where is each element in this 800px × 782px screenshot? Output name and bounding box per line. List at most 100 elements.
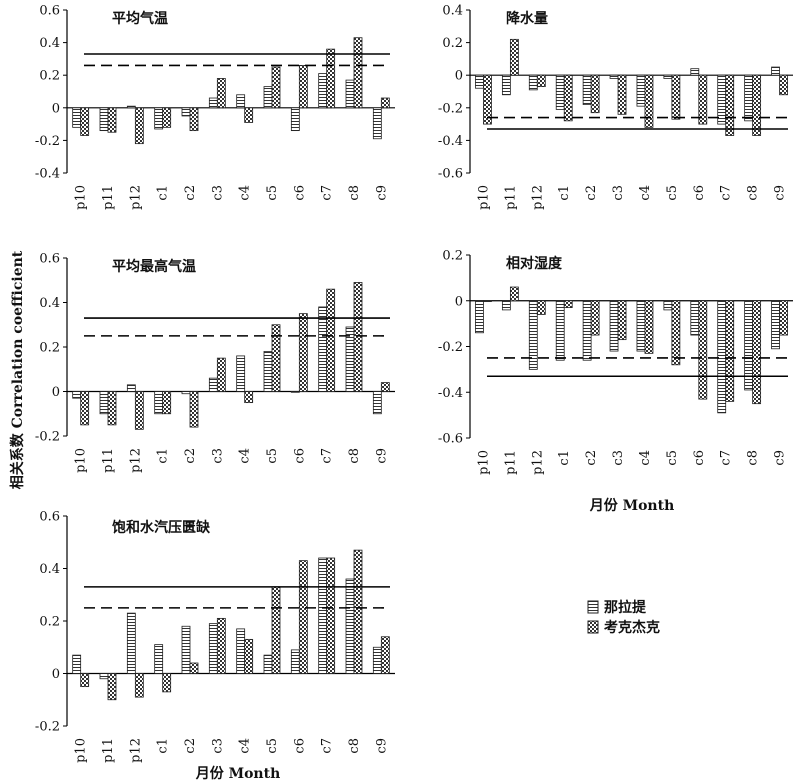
chart-panel-5: -0.2 0 0.2 0.4 0.6 p10 p11 p12 c1 c2 c3 c4 c5 c6 c7 c8 c… bbox=[35, 510, 395, 763]
bar-nalati-c5 bbox=[663, 74, 673, 79]
bar-nalati-p12 bbox=[528, 74, 538, 91]
panel-title: 平均最高气温 bbox=[112, 258, 196, 275]
bar-nalati-c1 bbox=[154, 107, 164, 130]
x-tick-label: p10 bbox=[74, 738, 89, 763]
y-tick-label: 0 bbox=[455, 69, 463, 84]
bar-kaokejieke-c1 bbox=[162, 391, 172, 415]
bar-nalati-c4 bbox=[636, 300, 646, 352]
legend-swatch-nalati bbox=[587, 600, 599, 614]
bar-nalati-c6 bbox=[690, 300, 700, 336]
bar-kaokejieke-p10 bbox=[483, 74, 492, 125]
x-tick-label: c6 bbox=[692, 185, 707, 201]
bar-kaokejieke-c6 bbox=[298, 313, 308, 392]
bar-nalati-c5 bbox=[663, 300, 673, 311]
bar-nalati-c8 bbox=[345, 79, 355, 109]
y-tick-label: 0.6 bbox=[39, 252, 60, 267]
x-tick-label: c9 bbox=[374, 738, 389, 754]
bar-nalati-c3 bbox=[208, 377, 218, 392]
bar-nalati-c9 bbox=[771, 66, 780, 76]
y-tick-label: 0.4 bbox=[39, 36, 60, 51]
bar-nalati-c3 bbox=[609, 300, 619, 352]
x-tick-label: c7 bbox=[320, 738, 335, 754]
y-tick-label: -0.4 bbox=[35, 167, 60, 182]
bar-nalati-c9 bbox=[372, 646, 382, 674]
y-tick-label: -0.2 bbox=[35, 430, 60, 445]
bar-kaokejieke-p12 bbox=[536, 74, 546, 88]
bar-kaokejieke-p11 bbox=[107, 107, 117, 133]
x-tick-label: c4 bbox=[238, 185, 253, 201]
legend-swatch-kaokejieke bbox=[587, 620, 599, 634]
x-tick-label: c6 bbox=[692, 450, 707, 466]
y-tick-label: 0 bbox=[52, 101, 60, 116]
x-tick-label: c3 bbox=[210, 448, 225, 464]
y-tick-label: -0.6 bbox=[438, 432, 463, 447]
bar-nalati-c5 bbox=[263, 351, 273, 392]
bar-nalati-c2 bbox=[582, 74, 592, 105]
bar-nalati-c5 bbox=[263, 654, 273, 674]
x-tick-label: c2 bbox=[183, 738, 198, 754]
x-tick-label: c1 bbox=[156, 448, 171, 464]
x-tick-label: c7 bbox=[320, 185, 335, 201]
x-tick-label: p11 bbox=[101, 738, 116, 763]
bar-nalati-c4 bbox=[636, 74, 646, 107]
bar-nalati-c9 bbox=[372, 107, 382, 140]
bar-kaokejieke-c9 bbox=[380, 382, 390, 392]
bar-nalati-c6 bbox=[290, 107, 300, 132]
x-tick-label: c3 bbox=[611, 185, 626, 201]
bar-kaokejieke-c4 bbox=[244, 638, 254, 674]
x-tick-label: c4 bbox=[638, 185, 653, 201]
bar-kaokejieke-c7 bbox=[326, 557, 336, 674]
x-tick-label: c2 bbox=[584, 185, 599, 201]
bar-kaokejieke-c2 bbox=[189, 107, 199, 132]
bar-kaokejieke-c9 bbox=[380, 636, 390, 674]
x-tick-label: c5 bbox=[665, 185, 680, 201]
x-tick-label: p11 bbox=[101, 448, 116, 473]
bar-kaokejieke-c6 bbox=[698, 300, 708, 400]
y-tick-label: -0.2 bbox=[438, 340, 463, 355]
bar-kaokejieke-c5 bbox=[271, 324, 281, 392]
y-tick-label: 0.4 bbox=[39, 562, 60, 577]
bar-nalati-c2 bbox=[181, 625, 191, 674]
y-tick-label: -0.2 bbox=[35, 720, 60, 735]
chart-panel-1: -0.4 -0.2 0 0.2 0.4 0.6 p10 p11 p12 c1 c2 c3 c4 c5 c6 c… bbox=[35, 4, 395, 210]
bar-nalati-c3 bbox=[609, 74, 619, 79]
bar-nalati-c2 bbox=[181, 391, 191, 395]
bar-nalati-c4 bbox=[236, 628, 246, 674]
bar-kaokejieke-c6 bbox=[298, 560, 308, 674]
x-axis-label-right: 月份 Month bbox=[589, 497, 675, 514]
bar-kaokejieke-c7 bbox=[725, 74, 735, 136]
y-tick-label: -0.6 bbox=[438, 167, 463, 182]
bar-kaokejieke-c1 bbox=[563, 74, 573, 122]
bar-kaokejieke-p11 bbox=[107, 673, 117, 701]
x-tick-label: c5 bbox=[665, 450, 680, 466]
bar-nalati-c4 bbox=[236, 355, 246, 392]
bar-nalati-c3 bbox=[208, 97, 218, 109]
y-tick-label: 0.2 bbox=[442, 249, 463, 264]
x-tick-label: c3 bbox=[210, 738, 225, 754]
x-tick-label: p10 bbox=[74, 185, 89, 210]
bar-kaokejieke-c9 bbox=[779, 300, 788, 336]
bar-kaokejieke-c9 bbox=[380, 97, 390, 109]
x-tick-label: p10 bbox=[476, 450, 491, 475]
x-tick-label: c2 bbox=[183, 185, 198, 201]
bar-nalati-p12 bbox=[126, 105, 136, 109]
chart-panels: -0.4 -0.2 0 0.2 0.4 0.6 p10 p11 p12 c1 c2 c3 c4 c5 c6 c… bbox=[35, 4, 793, 763]
x-tick-label: c2 bbox=[584, 450, 599, 466]
legend: 那拉提 考克杰克 bbox=[587, 599, 660, 636]
bar-nalati-p11 bbox=[99, 673, 109, 680]
x-tick-label: c1 bbox=[557, 185, 572, 201]
bar-kaokejieke-p10 bbox=[80, 107, 90, 136]
x-tick-label: c5 bbox=[265, 185, 280, 201]
bar-kaokejieke-p10 bbox=[483, 300, 492, 302]
x-tick-label: c9 bbox=[773, 450, 788, 466]
chart-panel-2: -0.6 -0.4 -0.2 0 0.2 0.4 p10 p11 p12 c1 c2 c3 c4 c5 c6… bbox=[438, 4, 793, 210]
bar-nalati-c1 bbox=[154, 644, 164, 674]
bar-kaokejieke-c3 bbox=[617, 74, 627, 115]
x-tick-label: c6 bbox=[292, 185, 307, 201]
x-tick-label: c6 bbox=[292, 448, 307, 464]
chart-panel-4: -0.6 -0.4 -0.2 0 0.2 p10 p11 p12 c1 c2 c3 c4 c5 c6 c7 c… bbox=[438, 249, 793, 475]
x-tick-label: c8 bbox=[347, 738, 362, 754]
bar-kaokejieke-c2 bbox=[189, 391, 199, 428]
x-tick-label: p12 bbox=[530, 450, 545, 475]
